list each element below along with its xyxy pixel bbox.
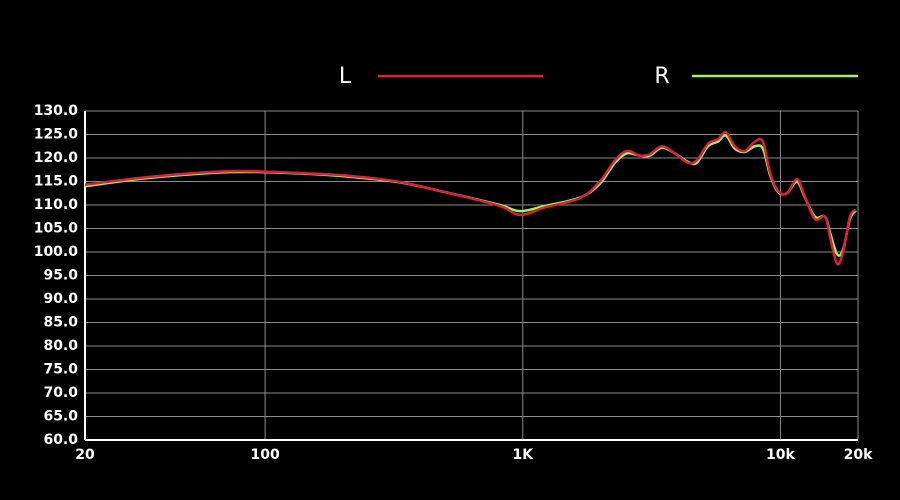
legend-label: L (339, 64, 352, 89)
y-tick-label: 125.0 (34, 127, 79, 143)
x-tick-label: 1K (512, 447, 534, 463)
y-tick-label: 115.0 (34, 174, 79, 190)
x-tick-label: 100 (250, 447, 279, 463)
line-series (84, 130, 857, 266)
x-tick-label: 20k (844, 447, 873, 463)
y-tick-label: 105.0 (34, 221, 79, 237)
y-tick-label: 60.0 (43, 432, 78, 448)
y-tick-label: 80.0 (43, 338, 78, 354)
y-tick-label: 110.0 (34, 197, 79, 213)
x-tick-label: 10k (766, 447, 795, 463)
y-tick-label: 130.0 (34, 103, 79, 119)
x-tick-label: 20 (75, 447, 95, 463)
legend-label: R (654, 64, 669, 89)
y-tick-label: 65.0 (43, 409, 78, 425)
line-series (84, 134, 857, 257)
y-tick-label: 75.0 (43, 362, 78, 378)
y-tick-label: 95.0 (43, 268, 78, 284)
y-tick-label: 85.0 (43, 315, 78, 331)
y-tick-label: 120.0 (34, 150, 79, 166)
y-tick-label: 70.0 (43, 385, 78, 401)
y-tick-label: 90.0 (43, 291, 78, 307)
y-tick-label: 100.0 (34, 244, 79, 260)
